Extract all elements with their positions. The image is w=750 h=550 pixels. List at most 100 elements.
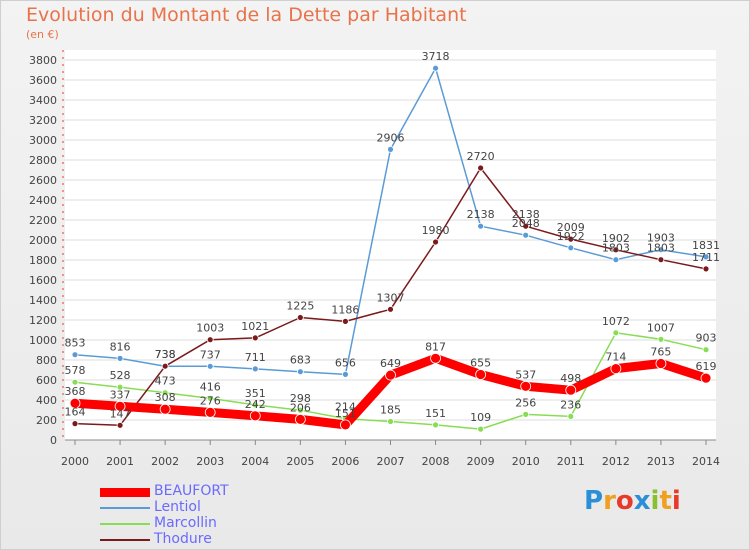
data-label: 3718 xyxy=(422,50,450,63)
data-point xyxy=(432,421,439,429)
data-point xyxy=(610,363,622,375)
y-tick-label: 800 xyxy=(36,354,57,367)
data-label: 737 xyxy=(200,348,221,361)
data-point xyxy=(251,401,259,409)
data-label: 2720 xyxy=(467,150,495,163)
data-point xyxy=(612,256,620,264)
data-label: 1803 xyxy=(647,242,675,255)
y-tick-label: 600 xyxy=(36,374,57,387)
data-label: 578 xyxy=(65,364,86,377)
data-point xyxy=(567,412,575,420)
data-label: 151 xyxy=(335,407,356,420)
data-point xyxy=(296,314,304,321)
y-tick-label: 200 xyxy=(36,414,57,427)
legend-label: Thodure xyxy=(154,531,212,547)
y-tick-label: 3000 xyxy=(29,134,57,147)
y-tick-label: 3200 xyxy=(29,114,57,127)
data-point xyxy=(387,305,394,313)
data-point xyxy=(432,64,439,72)
data-point xyxy=(387,145,394,153)
y-tick-label: 1200 xyxy=(29,314,57,327)
legend-label: Lentiol xyxy=(154,499,201,515)
data-point xyxy=(249,410,261,422)
data-point xyxy=(204,406,216,418)
data-label: 236 xyxy=(560,398,581,411)
data-label: 655 xyxy=(470,357,491,370)
data-label: 1922 xyxy=(557,230,585,243)
data-label: 765 xyxy=(650,346,671,359)
data-point xyxy=(700,372,712,384)
data-point xyxy=(612,246,620,254)
data-point xyxy=(342,370,349,378)
data-label: 185 xyxy=(380,404,401,417)
data-label: 206 xyxy=(290,401,311,414)
x-tick-label: 2012 xyxy=(602,455,630,468)
data-point xyxy=(565,384,577,396)
logo-letter: i xyxy=(671,486,681,516)
data-point xyxy=(657,256,665,264)
data-label: 308 xyxy=(155,391,176,404)
data-point xyxy=(522,222,530,230)
data-label: 711 xyxy=(245,351,266,364)
data-label: 214 xyxy=(335,401,356,414)
x-tick-label: 2008 xyxy=(422,455,450,468)
logo-letter: P xyxy=(584,486,604,516)
data-point xyxy=(296,368,304,376)
x-tick-label: 2005 xyxy=(286,455,314,468)
legend-label: BEAUFORT xyxy=(154,483,229,499)
data-label: 2048 xyxy=(512,217,540,230)
y-tick-label: 3600 xyxy=(29,74,57,87)
data-point xyxy=(522,410,530,418)
legend-swatch xyxy=(100,487,150,497)
data-label: 1225 xyxy=(286,300,314,313)
data-label: 649 xyxy=(380,357,401,370)
data-label: 656 xyxy=(335,356,356,369)
data-point xyxy=(116,421,124,429)
data-label: 1186 xyxy=(331,303,359,316)
data-label: 416 xyxy=(200,380,221,393)
data-label: 256 xyxy=(515,396,536,409)
data-point xyxy=(385,369,396,381)
legend-swatch xyxy=(100,507,150,509)
data-point xyxy=(477,222,485,230)
x-tick-label: 2014 xyxy=(692,455,720,468)
data-point xyxy=(340,419,351,431)
data-point xyxy=(477,425,485,433)
data-label: 738 xyxy=(155,348,176,361)
data-label: 853 xyxy=(65,337,86,350)
logo-letter: r xyxy=(603,486,616,516)
x-tick-label: 2001 xyxy=(106,455,134,468)
data-point xyxy=(657,246,665,254)
x-tick-label: 2006 xyxy=(331,455,359,468)
data-label: 1072 xyxy=(602,315,630,328)
data-point xyxy=(702,253,710,261)
data-label: 368 xyxy=(65,385,86,398)
data-point xyxy=(520,380,532,392)
data-label: 683 xyxy=(290,354,311,367)
y-tick-label: 2000 xyxy=(29,234,57,247)
y-tick-label: 1000 xyxy=(29,334,57,347)
data-label: 473 xyxy=(155,375,176,388)
data-point xyxy=(475,369,487,380)
data-label: 337 xyxy=(110,388,131,401)
data-label: 242 xyxy=(245,398,266,411)
x-tick-label: 2004 xyxy=(241,455,269,468)
data-label: 816 xyxy=(110,340,131,353)
y-tick-label: 1400 xyxy=(29,294,57,307)
y-tick-label: 2400 xyxy=(29,194,57,207)
data-label: 1003 xyxy=(196,322,224,335)
data-point xyxy=(387,418,394,425)
data-point xyxy=(71,420,79,428)
data-label: 537 xyxy=(515,368,536,381)
legend-swatch xyxy=(100,523,150,525)
data-label: 1803 xyxy=(602,242,630,255)
data-point xyxy=(114,400,126,412)
data-point xyxy=(206,336,214,344)
data-label: 1307 xyxy=(377,291,405,304)
data-point xyxy=(522,231,530,239)
y-tick-label: 400 xyxy=(36,394,57,407)
logo-letter: t xyxy=(659,486,672,516)
data-label: 164 xyxy=(65,406,86,419)
data-label: 714 xyxy=(605,351,626,364)
